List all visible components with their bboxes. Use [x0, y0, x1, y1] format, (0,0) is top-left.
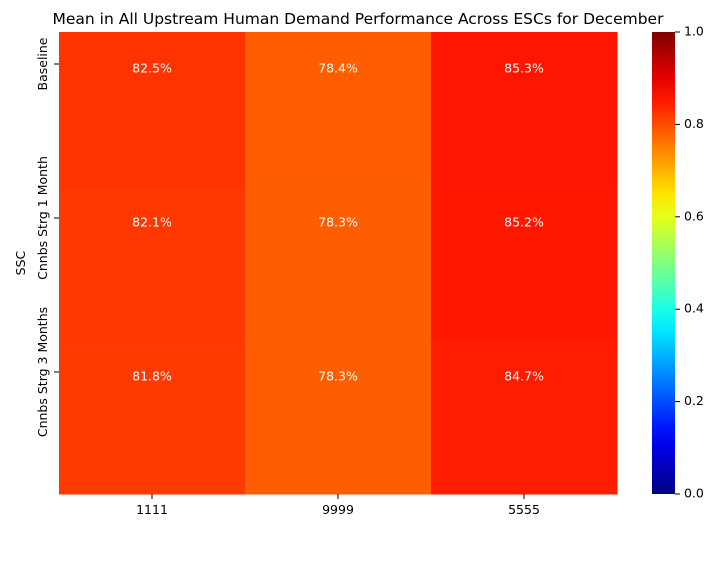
x-tick-label: 9999 [322, 502, 354, 517]
x-tick-label: 5555 [508, 502, 540, 517]
heatmap-cell [59, 32, 246, 187]
heatmap-cell-label: 78.4% [318, 61, 358, 76]
colorbar-tick-label: 1.0 [684, 24, 704, 39]
heatmap-cell-label: 78.3% [318, 369, 358, 384]
heatmap-cell [431, 186, 618, 341]
x-axis: 1111 9999 5555 [136, 494, 540, 517]
heatmap-cell-label: 82.5% [132, 61, 172, 76]
heatmap-cell [245, 32, 432, 187]
chart-title: Mean in All Upstream Human Demand Perfor… [53, 10, 665, 28]
heatmap-cell [245, 186, 432, 341]
heatmap-cell-label: 81.8% [132, 369, 172, 384]
heatmap-cell-label: 85.2% [504, 215, 544, 230]
y-axis-label: SSC [13, 250, 28, 275]
colorbar-tick-label: 0.2 [684, 393, 704, 408]
colorbar-fill [652, 32, 675, 494]
heatmap-cell [431, 32, 618, 187]
heatmap-cell-label: 82.1% [132, 215, 172, 230]
y-tick-label: Baseline [35, 37, 50, 90]
colorbar: 0.0 0.2 0.4 0.6 0.8 1.0 [652, 24, 704, 501]
heatmap-cell [431, 340, 618, 495]
heatmap-cell [245, 340, 432, 495]
heatmap-cell-label: 78.3% [318, 215, 358, 230]
y-axis: Baseline Cnnbs Strg 1 Month Cnnbs Strg 3 M… [35, 37, 59, 437]
x-tick-label: 1111 [136, 502, 168, 517]
heatmap-cell [59, 186, 246, 341]
y-tick-label: Cnnbs Strg 3 Months [35, 307, 50, 437]
heatmap-cell-label: 84.7% [504, 369, 544, 384]
heatmap-cell [59, 340, 246, 495]
heatmap-cells [59, 32, 618, 495]
colorbar-tick-label: 0.6 [684, 208, 704, 223]
y-tick-label: Cnnbs Strg 1 Month [35, 156, 50, 280]
colorbar-tick-label: 0.8 [684, 116, 704, 131]
heatmap-cell-label: 85.3% [504, 61, 544, 76]
colorbar-tick-label: 0.4 [684, 301, 704, 316]
heatmap-cell-labels: 82.5% 78.4% 85.3% 82.1% 78.3% 85.2% 81.8% 78.3%… [132, 61, 544, 384]
colorbar-tick-label: 0.0 [684, 486, 704, 501]
